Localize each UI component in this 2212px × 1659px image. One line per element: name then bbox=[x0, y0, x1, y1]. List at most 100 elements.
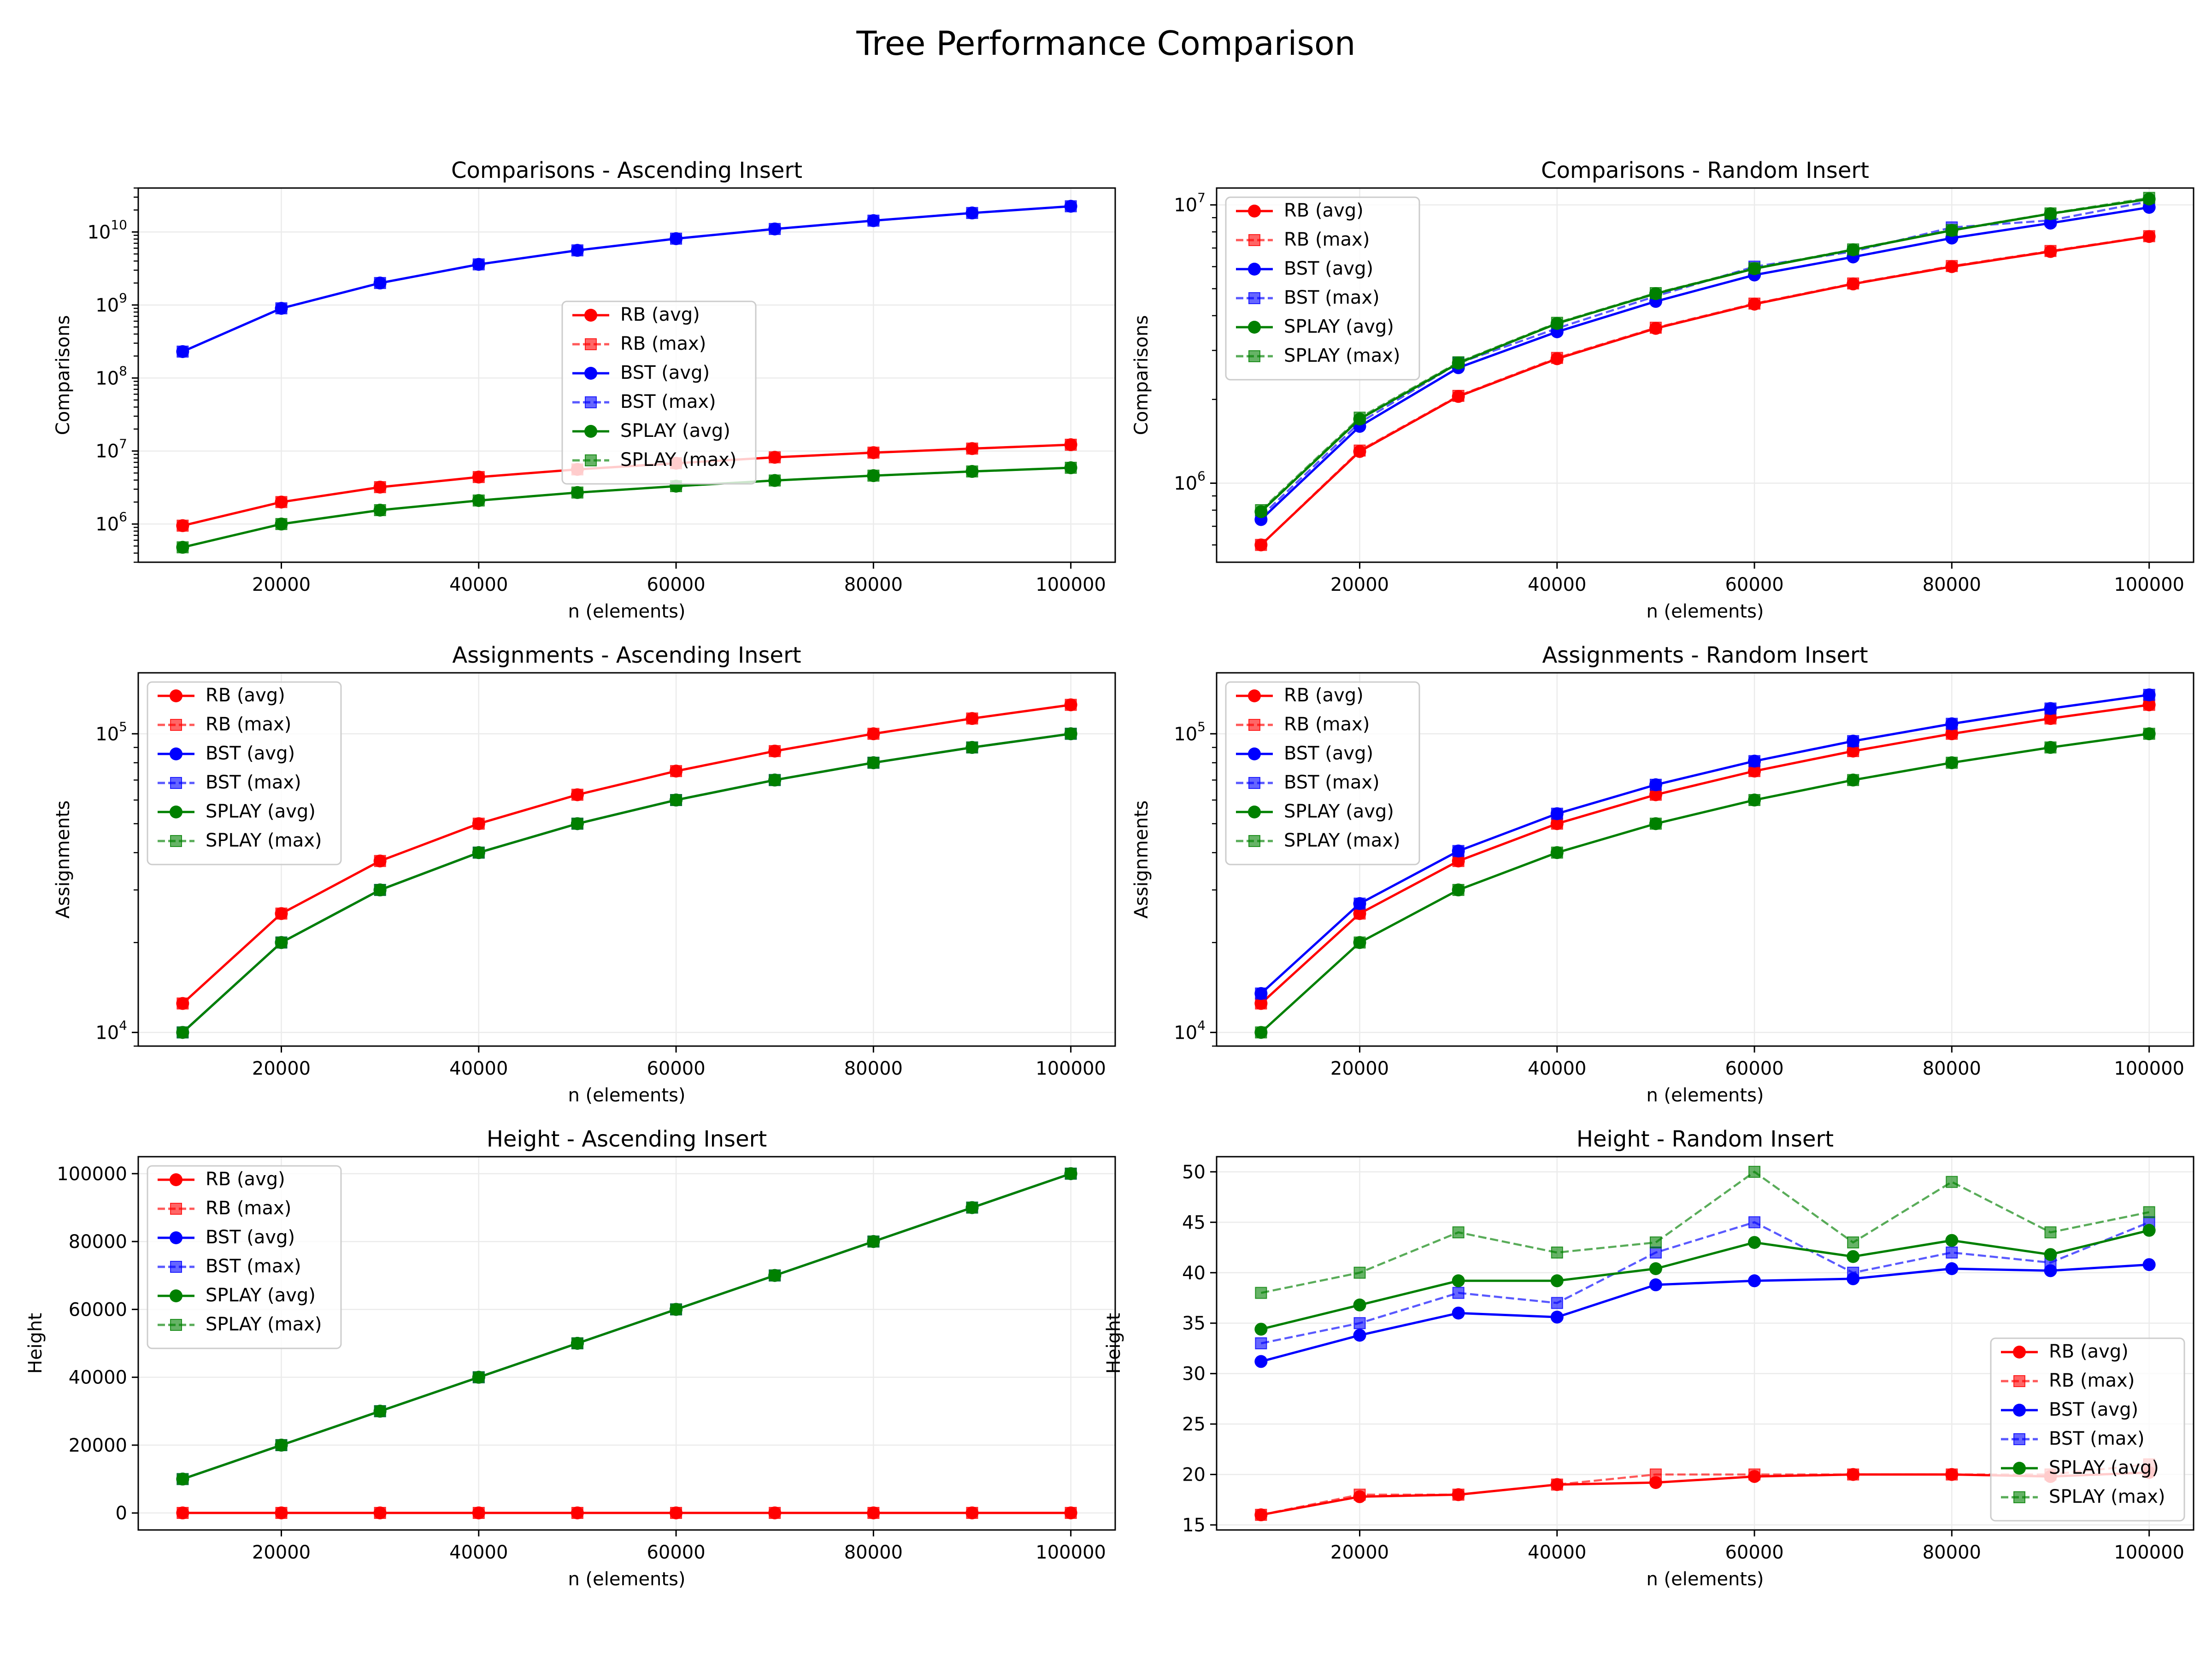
data-point bbox=[1649, 1246, 1662, 1259]
legend-entry: RB (max) bbox=[1236, 714, 1370, 735]
data-point bbox=[966, 1201, 978, 1214]
data-point bbox=[275, 518, 288, 530]
data-point bbox=[1847, 735, 1859, 747]
legend-marker bbox=[170, 806, 182, 818]
data-point bbox=[966, 1506, 978, 1519]
legend-frame bbox=[561, 300, 757, 485]
legend: RB (avg) RB (max) BST (avg) BST (max) SPLAY … bbox=[1990, 1337, 2185, 1522]
data-point bbox=[571, 244, 583, 257]
data-point bbox=[1649, 287, 1662, 300]
legend-entry: SPLAY (max) bbox=[1236, 830, 1400, 851]
series-rb-max bbox=[1255, 230, 2155, 551]
series-splay-max bbox=[1255, 192, 2155, 517]
data-point bbox=[374, 884, 386, 896]
legend-entry: SPLAY (max) bbox=[2001, 1486, 2165, 1507]
y-axis-label: Comparisons bbox=[53, 315, 74, 435]
data-point bbox=[1353, 936, 1366, 949]
legend-marker bbox=[170, 1319, 182, 1331]
legend-entry: RB (avg) bbox=[2001, 1341, 2129, 1362]
data-point bbox=[1748, 755, 1761, 767]
y-tick-base: 10 bbox=[95, 441, 119, 462]
legend-label: BST (max) bbox=[2049, 1428, 2145, 1449]
legend-marker bbox=[170, 1231, 182, 1244]
legend-entry: SPLAY (avg) bbox=[2001, 1457, 2159, 1478]
legend-label: RB (avg) bbox=[620, 304, 700, 325]
y-tick-label: 45 bbox=[1182, 1212, 1206, 1233]
x-tick-label: 40000 bbox=[1528, 1058, 1586, 1079]
x-axis-label: n (elements) bbox=[568, 1085, 685, 1106]
subplot-title: Assignments - Random Insert bbox=[1542, 642, 1868, 668]
y-tick-base: 10 bbox=[95, 295, 119, 316]
legend-label: RB (max) bbox=[2049, 1370, 2135, 1391]
legend-marker bbox=[170, 777, 182, 789]
legend-marker bbox=[585, 338, 597, 350]
legend-marker bbox=[2013, 1346, 2026, 1359]
y-axis-label: Assignments bbox=[53, 800, 74, 918]
data-point bbox=[769, 1506, 781, 1519]
legend: RB (avg) RB (max) BST (avg) BST (max) SPLAY … bbox=[1225, 196, 1420, 381]
data-point bbox=[1452, 1274, 1465, 1288]
series-splay-max bbox=[1255, 728, 2155, 1039]
series-line bbox=[1260, 235, 2149, 546]
series-rb-max bbox=[176, 699, 1077, 1010]
data-point bbox=[2044, 207, 2057, 220]
data-point bbox=[1945, 1262, 1959, 1275]
legend-label: BST (avg) bbox=[620, 362, 710, 383]
data-point bbox=[176, 1473, 189, 1485]
legend-label: BST (max) bbox=[1284, 287, 1380, 308]
data-point bbox=[1748, 1165, 1761, 1178]
legend-entry: SPLAY (max) bbox=[158, 830, 322, 851]
y-tick-label: 104 bbox=[95, 1018, 127, 1043]
legend-marker bbox=[1248, 350, 1260, 362]
x-axis-label: n (elements) bbox=[568, 601, 685, 622]
data-point bbox=[966, 442, 978, 455]
data-point bbox=[2044, 1226, 2057, 1239]
x-tick-label: 20000 bbox=[1330, 574, 1389, 595]
y-tick-exponent: 9 bbox=[119, 290, 127, 306]
legend-marker bbox=[170, 719, 182, 731]
legend-label: SPLAY (max) bbox=[620, 449, 736, 471]
data-point bbox=[1452, 389, 1465, 402]
y-tick-base: 10 bbox=[87, 222, 111, 243]
data-point bbox=[1550, 1274, 1564, 1288]
legend-marker bbox=[170, 835, 182, 847]
subplot-5: 20000 40000 60000 80000 100000 0 20000 40000 600… bbox=[25, 1126, 1116, 1590]
y-tick-exponent: 10 bbox=[111, 217, 127, 232]
series-bst-max bbox=[1255, 688, 2155, 1000]
legend-marker bbox=[1248, 292, 1260, 304]
axes-frame bbox=[137, 1156, 1116, 1531]
y-tick-label: 60000 bbox=[69, 1299, 127, 1320]
data-point bbox=[176, 1507, 189, 1519]
x-tick-label: 80000 bbox=[1923, 1058, 1981, 1079]
data-point bbox=[1353, 897, 1366, 910]
data-point bbox=[1551, 1478, 1563, 1491]
legend: RB (avg) RB (max) BST (avg) BST (max) SPLAY … bbox=[561, 300, 757, 485]
y-tick-label: 15 bbox=[1182, 1515, 1206, 1536]
legend-label: SPLAY (avg) bbox=[206, 801, 316, 822]
figure-title: Tree Performance Comparison bbox=[856, 24, 1356, 63]
series-line bbox=[1260, 694, 2149, 994]
legend-marker bbox=[2013, 1433, 2025, 1445]
legend-entry: BST (avg) bbox=[2001, 1399, 2138, 1420]
data-point bbox=[1353, 1266, 1366, 1279]
y-tick-base: 10 bbox=[1174, 195, 1197, 216]
legend-marker bbox=[170, 689, 182, 702]
legend-entry: BST (avg) bbox=[1236, 258, 1373, 279]
legend-marker bbox=[170, 747, 182, 760]
data-point bbox=[1551, 847, 1563, 859]
y-tick-exponent: 6 bbox=[119, 509, 127, 524]
legend-entry: RB (max) bbox=[572, 333, 706, 354]
legend-marker bbox=[1248, 719, 1260, 731]
legend-marker bbox=[1248, 205, 1261, 218]
legend-marker bbox=[585, 454, 597, 466]
legend-label: SPLAY (max) bbox=[2049, 1486, 2165, 1507]
x-tick-label: 80000 bbox=[1923, 574, 1981, 595]
data-point bbox=[1946, 1176, 1958, 1188]
data-point bbox=[1847, 277, 1859, 290]
data-point bbox=[1748, 1468, 1761, 1481]
data-point bbox=[1649, 1236, 1662, 1249]
data-point bbox=[1255, 1337, 1267, 1349]
x-tick-label: 40000 bbox=[449, 1058, 508, 1079]
series-line bbox=[182, 733, 1071, 1034]
x-tick-label: 60000 bbox=[647, 1542, 705, 1563]
